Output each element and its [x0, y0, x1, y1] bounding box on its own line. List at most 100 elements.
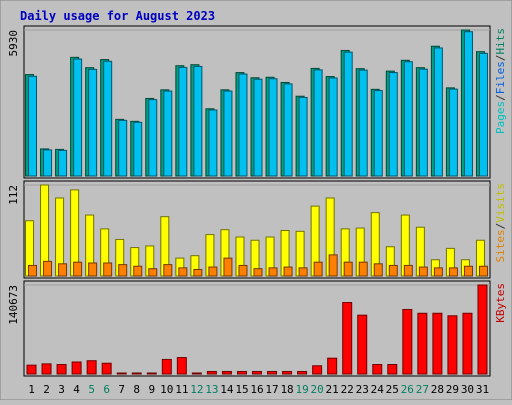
bar-kbytes-day-8: [131, 372, 142, 375]
bar-sites-day-6: [103, 262, 113, 277]
bar-kbytes-day-12: [191, 372, 202, 375]
bar-files-day-5: [88, 68, 98, 177]
bar-sites-day-23: [358, 261, 368, 277]
bar-kbytes-day-13: [206, 370, 217, 375]
bar-sites-day-24: [373, 263, 383, 277]
x-tick-label-day-20: 20: [311, 383, 324, 396]
x-tick-label-day-13: 13: [205, 383, 218, 396]
bar-files-day-28: [433, 47, 443, 177]
bar-sites-day-22: [343, 261, 353, 277]
bar-files-day-18: [283, 83, 293, 177]
x-tick-label-day-3: 3: [58, 383, 65, 396]
legend-entry: Sites: [494, 229, 507, 262]
bar-kbytes-day-26: [402, 308, 413, 375]
bar-files-day-7: [118, 119, 128, 177]
bar-files-day-2: [43, 149, 53, 177]
bar-kbytes-day-16: [252, 370, 262, 375]
bar-sites-day-10: [163, 264, 173, 277]
bar-sites-day-20: [313, 261, 323, 277]
bar-kbytes-day-7: [116, 372, 127, 375]
bar-kbytes-day-27: [417, 312, 428, 375]
bar-kbytes-day-2: [41, 363, 52, 375]
bar-files-day-6: [103, 60, 113, 177]
bar-files-day-17: [268, 78, 278, 177]
bar-kbytes-day-5: [86, 360, 97, 375]
x-tick-label-day-19: 19: [295, 383, 308, 396]
y-max-label: 112: [7, 185, 20, 205]
bar-sites-day-17: [268, 267, 278, 277]
x-tick-label-day-26: 26: [401, 383, 414, 396]
bar-files-day-4: [73, 58, 83, 177]
bar-files-day-10: [163, 90, 173, 177]
bar-sites-day-18: [283, 266, 293, 277]
panel-frame: [23, 280, 491, 377]
bar-files-day-23: [358, 69, 368, 177]
bar-kbytes-day-14: [221, 370, 232, 375]
panels: 5930Pages/Files/Hits112Sites/Visits14067…: [7, 25, 507, 377]
x-tick-label-day-11: 11: [175, 383, 188, 396]
bar-sites-day-14: [223, 257, 233, 277]
legend-visits-sites: Sites/Visits: [494, 183, 507, 263]
x-tick-label-day-5: 5: [88, 383, 95, 396]
bar-files-day-31: [478, 52, 488, 177]
x-tick-label-day-16: 16: [250, 383, 263, 396]
bar-files-day-19: [298, 96, 308, 177]
bar-files-day-29: [448, 88, 458, 177]
bar-files-day-15: [238, 73, 248, 177]
bar-sites-day-29: [448, 267, 458, 277]
bar-sites-day-4: [73, 261, 83, 277]
bar-files-day-12: [193, 65, 203, 177]
x-tick-label-day-29: 29: [446, 383, 459, 396]
bar-files-day-8: [133, 121, 143, 177]
legend-entry: Files: [494, 61, 507, 94]
bar-kbytes-day-11: [176, 357, 187, 375]
x-tick-label-day-9: 9: [148, 383, 155, 396]
bar-sites-day-16: [253, 268, 263, 277]
panel-visits-sites: 112 Sites/Visits: [7, 180, 507, 279]
legend-entry: /: [494, 223, 507, 230]
bar-files-day-26: [403, 61, 413, 177]
bar-sites-day-5: [88, 262, 98, 277]
bar-kbytes-day-1: [26, 364, 37, 375]
bar-files-day-25: [388, 72, 398, 177]
bar-sites-day-25: [388, 264, 398, 277]
bar-sites-day-26: [403, 264, 413, 277]
bar-kbytes-day-28: [432, 312, 443, 375]
x-tick-label-day-28: 28: [431, 383, 444, 396]
x-tick-label-day-7: 7: [118, 383, 125, 396]
x-tick-label-day-6: 6: [103, 383, 110, 396]
x-tick-label-day-18: 18: [280, 383, 293, 396]
bar-files-day-27: [418, 68, 428, 177]
x-tick-label-day-1: 1: [28, 383, 35, 396]
bar-kbytes-day-30: [462, 312, 473, 375]
legend-entry: Visits: [494, 183, 507, 223]
bar-files-day-22: [343, 51, 353, 177]
y-max-label: 5930: [7, 30, 20, 57]
legend-kbytes: KBytes: [494, 283, 507, 323]
bar-kbytes-day-24: [372, 364, 383, 375]
legend-entry: Hits: [494, 28, 507, 55]
bar-files-day-1: [28, 75, 38, 177]
bar-kbytes-day-29: [447, 315, 458, 375]
bar-kbytes-day-21: [327, 357, 338, 375]
bar-kbytes-day-6: [101, 362, 112, 375]
legend-entry: /: [494, 94, 507, 101]
legend-entry: KBytes: [494, 283, 507, 323]
x-tick-label-day-4: 4: [73, 383, 80, 396]
x-tick-label-day-22: 22: [341, 383, 354, 396]
bar-kbytes-day-3: [56, 364, 67, 375]
bar-sites-day-30: [463, 265, 473, 277]
bar-sites-day-1: [28, 264, 38, 277]
bar-sites-day-28: [433, 267, 443, 277]
x-tick-label-day-14: 14: [220, 383, 234, 396]
bar-sites-day-2: [43, 260, 53, 277]
x-tick-label-day-8: 8: [133, 383, 140, 396]
bar-sites-day-27: [418, 266, 428, 277]
bar-sites-day-3: [58, 263, 68, 277]
bar-sites-day-21: [328, 254, 338, 277]
bar-kbytes-day-20: [312, 365, 323, 375]
bar-files-day-16: [253, 78, 263, 177]
bar-sites-day-7: [118, 264, 128, 277]
bar-kbytes-day-25: [387, 364, 398, 375]
